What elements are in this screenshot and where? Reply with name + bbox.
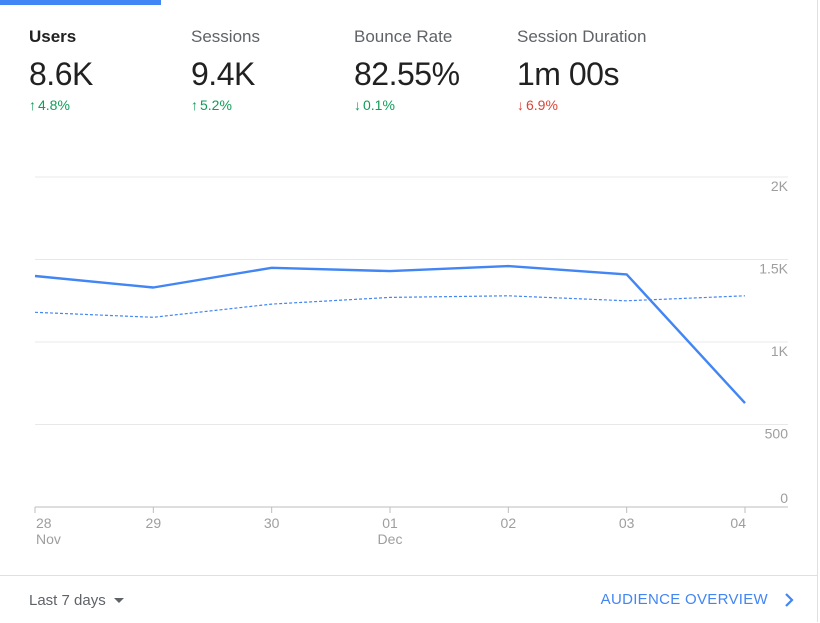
metric-delta: ↓6.9%: [517, 96, 646, 114]
y-tick-label: 500: [765, 426, 789, 442]
metric-value: 1m 00s: [517, 54, 646, 94]
x-tick-label: 01: [382, 515, 398, 531]
caret-down-icon: [114, 598, 124, 603]
arrow-down-icon: ↓: [354, 96, 361, 114]
series-line-previous: [35, 296, 745, 318]
x-tick-label: 29: [146, 515, 162, 531]
selected-metric-indicator: [0, 0, 161, 5]
metric-tab-sessions[interactable]: Sessions 9.4K ↑5.2%: [191, 26, 260, 114]
x-tick-month-label: Nov: [36, 531, 61, 547]
metric-tab-session-duration[interactable]: Session Duration 1m 00s ↓6.9%: [517, 26, 646, 114]
arrow-up-icon: ↑: [29, 96, 36, 114]
metric-tab-bounce-rate[interactable]: Bounce Rate 82.55% ↓0.1%: [354, 26, 460, 114]
date-range-dropdown[interactable]: Last 7 days: [29, 592, 124, 609]
metric-delta: ↓0.1%: [354, 96, 460, 114]
metric-label: Session Duration: [517, 26, 646, 48]
metric-label: Bounce Rate: [354, 26, 460, 48]
metric-value: 8.6K: [29, 54, 93, 94]
y-tick-label: 2K: [771, 178, 789, 194]
metric-value: 9.4K: [191, 54, 260, 94]
card-footer: Last 7 days AUDIENCE OVERVIEW: [0, 575, 818, 623]
series-line-current: [35, 266, 745, 403]
audience-overview-label: AUDIENCE OVERVIEW: [601, 591, 768, 608]
arrow-up-icon: ↑: [191, 96, 198, 114]
y-tick-label: 0: [780, 490, 788, 506]
y-tick-label: 1.5K: [759, 261, 788, 277]
metric-value: 82.55%: [354, 54, 460, 94]
arrow-down-icon: ↓: [517, 96, 524, 114]
metric-delta: ↑4.8%: [29, 96, 93, 114]
metric-tabs: Users 8.6K ↑4.8% Sessions 9.4K ↑5.2% Bou…: [0, 26, 760, 126]
metric-delta-value: 6.9%: [526, 97, 558, 113]
metric-tab-users[interactable]: Users 8.6K ↑4.8%: [29, 26, 93, 114]
date-range-label: Last 7 days: [29, 592, 106, 609]
metric-delta: ↑5.2%: [191, 96, 260, 114]
x-tick-label: 30: [264, 515, 280, 531]
x-tick-label: 28: [36, 515, 52, 531]
metric-delta-value: 4.8%: [38, 97, 70, 113]
chevron-right-icon: [784, 592, 794, 608]
audience-overview-link[interactable]: AUDIENCE OVERVIEW: [601, 591, 794, 608]
y-tick-label: 1K: [771, 343, 789, 359]
metric-label: Sessions: [191, 26, 260, 48]
metric-delta-value: 0.1%: [363, 97, 395, 113]
metric-label: Users: [29, 26, 93, 48]
x-tick-label: 03: [619, 515, 635, 531]
x-tick-label: 04: [730, 515, 746, 531]
x-tick-label: 02: [501, 515, 517, 531]
metric-delta-value: 5.2%: [200, 97, 232, 113]
x-tick-month-label: Dec: [378, 531, 403, 547]
